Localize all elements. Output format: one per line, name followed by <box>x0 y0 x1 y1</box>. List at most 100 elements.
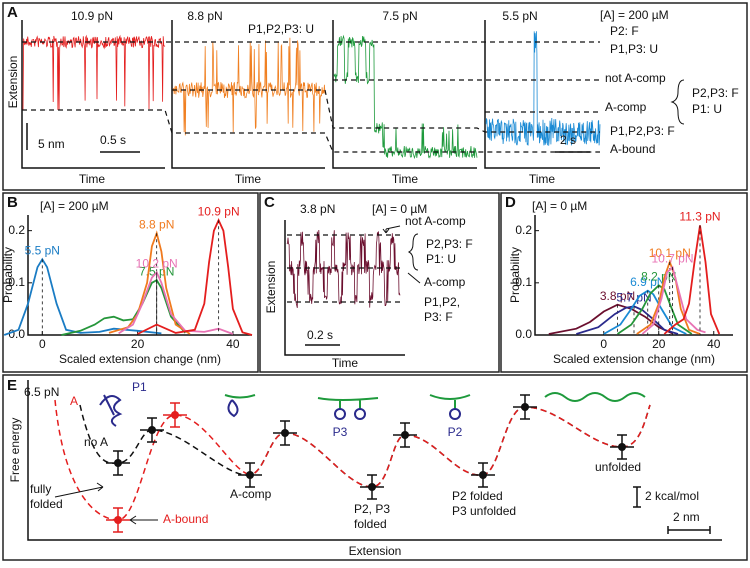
state-label: P1: U <box>426 252 456 266</box>
axis <box>21 20 600 169</box>
state-point <box>479 471 487 479</box>
panel-frame <box>259 192 500 373</box>
histogram-curve <box>108 230 191 335</box>
state-line <box>287 234 400 303</box>
panel-frame <box>2 192 259 373</box>
x-tick-label: 40 <box>707 337 721 351</box>
y-tick-label: 0.2 <box>515 223 532 237</box>
state-point <box>281 429 289 437</box>
state-label: P2: F <box>610 24 639 38</box>
scale-label: 0.2 s <box>307 328 333 342</box>
series-label: 10.7 pN <box>651 251 693 265</box>
rna-icon <box>354 408 366 420</box>
histogram-curve <box>663 225 721 335</box>
x-label: Time <box>529 172 556 186</box>
x-label: Time <box>79 172 106 186</box>
state-label: P3: F <box>424 310 453 324</box>
state-point <box>114 516 122 524</box>
x-tick-label: 40 <box>226 337 240 351</box>
x-label: Time <box>332 356 359 370</box>
trace <box>485 31 601 146</box>
series-label: 10.1 pN <box>649 246 691 260</box>
state-point <box>148 426 156 434</box>
state-label: P1,P2,P3: U <box>248 22 314 36</box>
concentration: [A] = 200 µM <box>600 8 669 22</box>
trace <box>22 34 166 111</box>
y-tick-label: 0.0 <box>515 327 532 341</box>
annotation: fully <box>30 482 51 496</box>
scale-bar <box>26 123 590 153</box>
state-point <box>401 431 409 439</box>
state-label: not A-comp <box>605 71 666 85</box>
rna-icon <box>334 408 346 420</box>
annotation: P3 unfolded <box>452 504 516 518</box>
series-label: 6.9 pN <box>630 275 665 289</box>
state-label: P1,P3: U <box>610 42 658 56</box>
trace <box>286 229 401 308</box>
annotation: folded <box>354 517 387 531</box>
state-label: P2,P3: F <box>692 86 739 100</box>
y-tick-label: 0.1 <box>515 275 532 289</box>
state-label: P2,P3: F <box>426 237 473 251</box>
state-point <box>246 471 254 479</box>
force: 5.5 pN <box>502 9 537 23</box>
y-tick-label: 0.0 <box>8 327 25 341</box>
trace <box>172 37 326 136</box>
force: 10.9 pN <box>71 9 113 23</box>
y-label: Extension <box>6 56 20 109</box>
force: 7.5 pN <box>382 9 417 23</box>
panel-label: B <box>7 194 18 211</box>
x-label: Time <box>392 172 419 186</box>
axis <box>284 220 405 356</box>
histogram-curve <box>3 257 162 336</box>
panel-frame <box>2 374 748 561</box>
series-label: 5.5 pN <box>25 244 60 258</box>
force: 6.5 pN <box>24 385 59 399</box>
state-label: A-comp <box>605 100 647 114</box>
x-tick-label: 0 <box>39 337 46 351</box>
trace <box>286 229 401 308</box>
series-label: 8.8 pN <box>139 217 174 231</box>
force: 3.8 pN <box>300 202 335 216</box>
x-tick-label: 20 <box>131 337 145 351</box>
rna-icon <box>224 394 256 399</box>
panel-frame <box>2 2 748 191</box>
panel-frame <box>500 192 748 373</box>
y-label: Probability <box>508 247 522 303</box>
y-label: Free energy <box>8 418 22 483</box>
state-label: P1,P2,P3: F <box>610 124 675 138</box>
y-tick-label: 0.2 <box>8 223 25 237</box>
state-point <box>114 459 122 467</box>
arrow <box>382 225 421 284</box>
annotation: A-comp <box>230 487 272 501</box>
annotation: A-bound <box>163 512 208 526</box>
panel-label: D <box>505 194 516 211</box>
helix: P1 <box>132 380 147 394</box>
scale-label: 0.5 s <box>100 133 126 147</box>
state-point <box>521 403 529 411</box>
series-label: 8.2 pN <box>641 270 676 284</box>
series-label: 11.3 pN <box>679 210 720 224</box>
scale-bar <box>633 486 711 534</box>
annotation: P2, P3 <box>354 502 390 516</box>
panel-label: C <box>264 194 275 211</box>
annotation: P3 <box>333 425 348 439</box>
rna-icon <box>99 394 123 427</box>
annotation: no A <box>84 435 108 449</box>
panel-label: E <box>7 377 17 394</box>
traces <box>22 31 601 160</box>
state-line <box>22 41 600 153</box>
x-label: Scaled extension change (nm) <box>553 352 715 366</box>
scale-label: 2 s <box>560 133 576 147</box>
histogram-curve <box>118 270 234 335</box>
y-label: Probability <box>1 247 15 303</box>
axis <box>27 380 722 541</box>
concentration: [A] = 200 µM <box>40 199 109 213</box>
state-label: P1: U <box>692 102 722 116</box>
x-label: Scaled extension change (nm) <box>59 352 221 366</box>
state-point <box>618 443 626 451</box>
sub-axes <box>21 20 600 169</box>
state-point <box>368 483 376 491</box>
